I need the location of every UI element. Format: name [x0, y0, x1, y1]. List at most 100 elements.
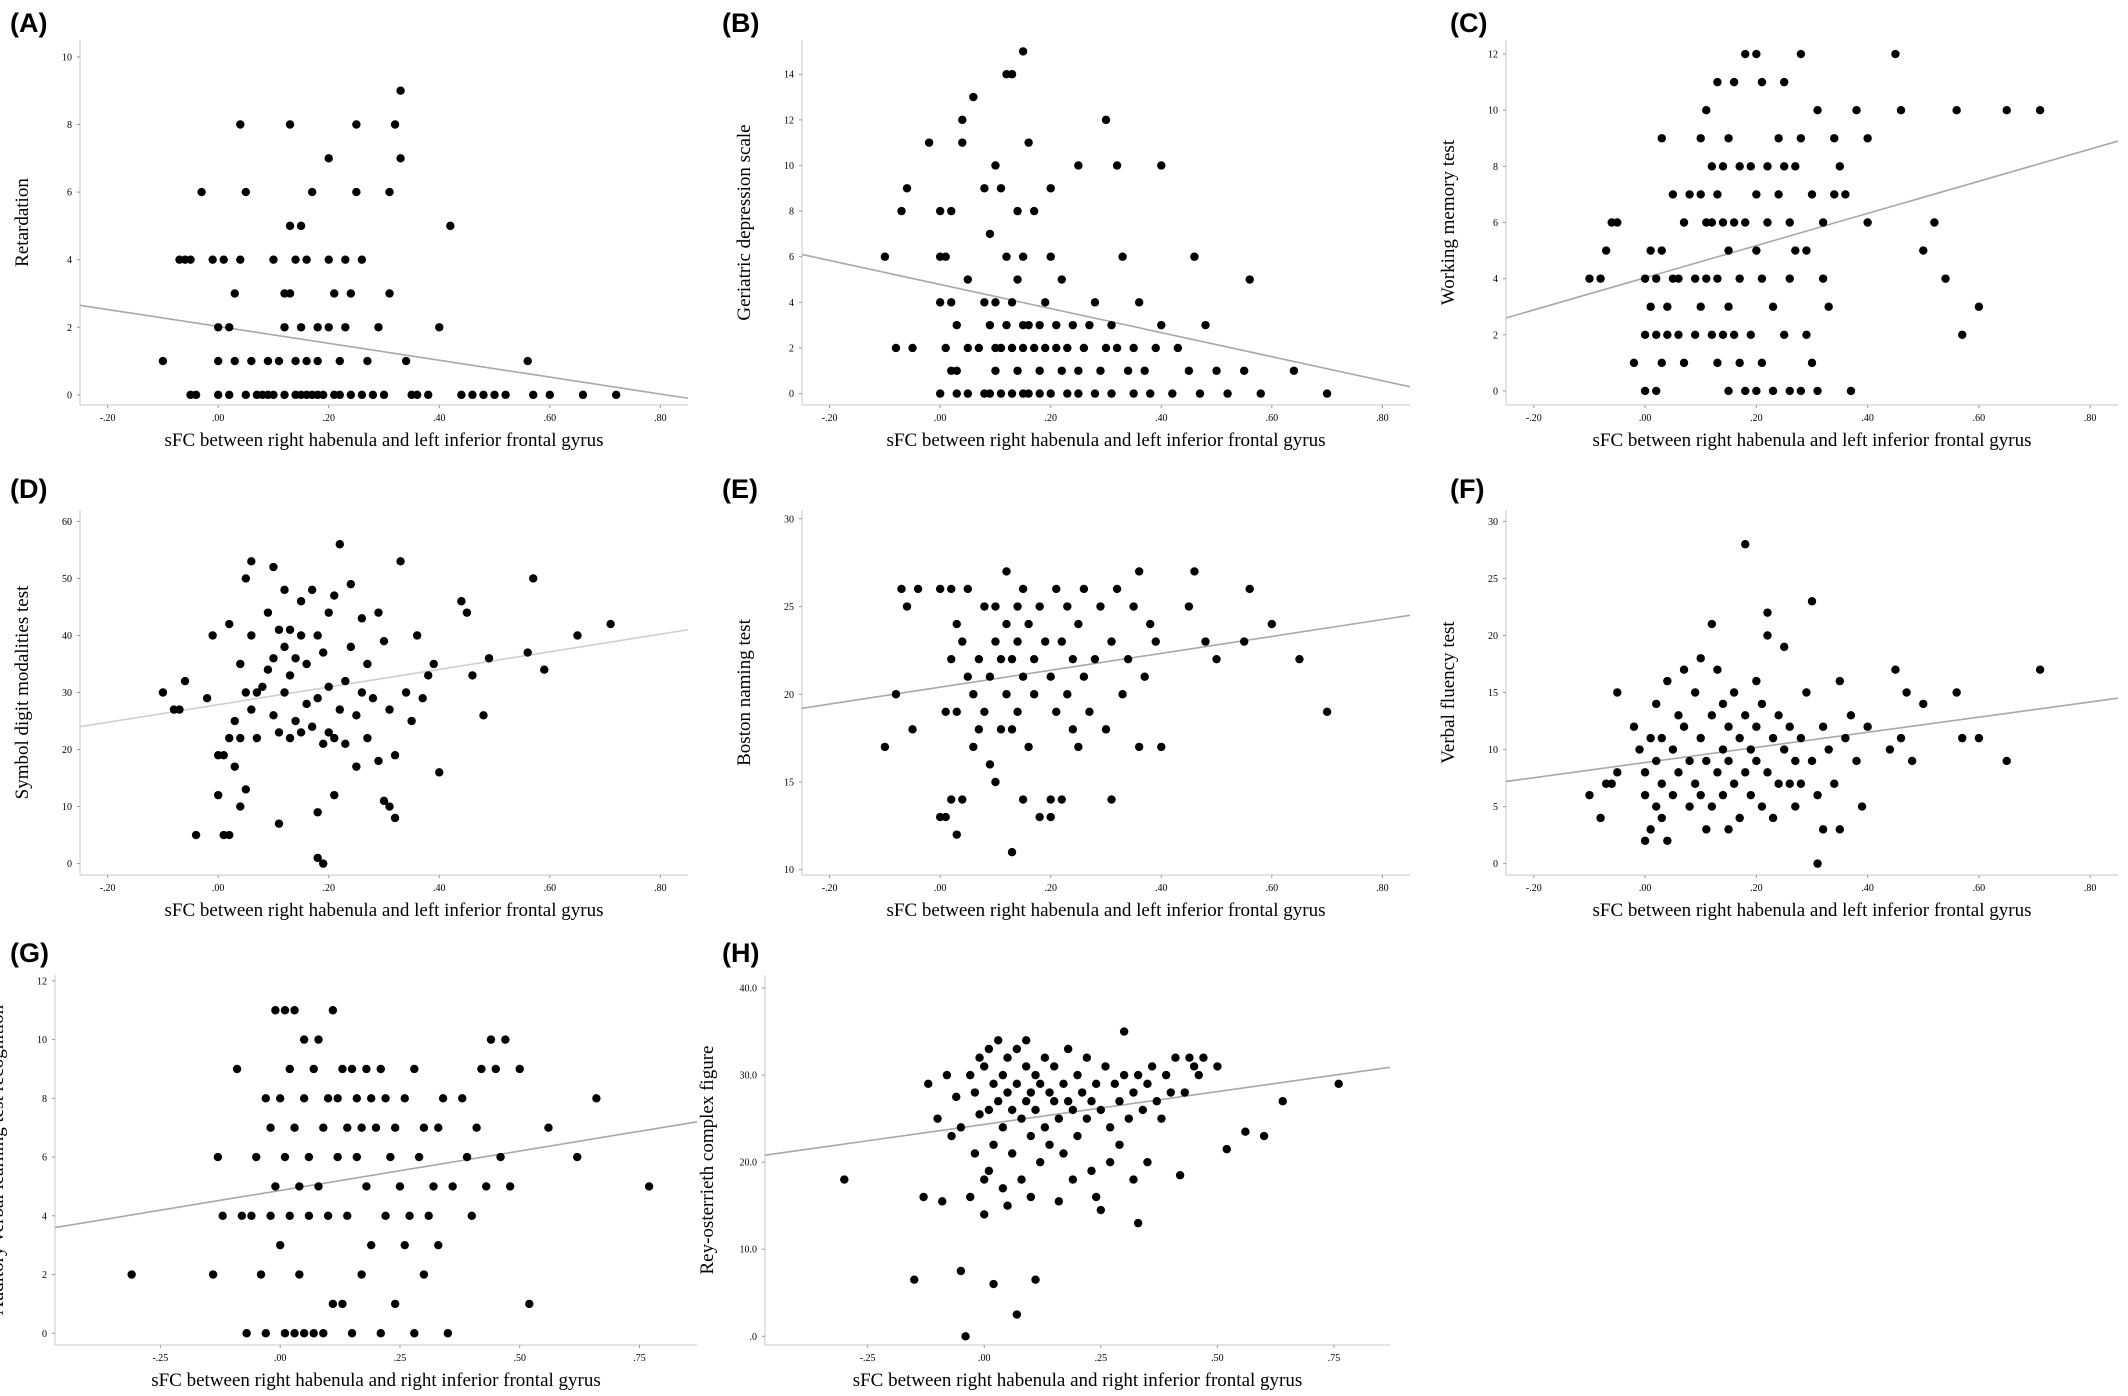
y-tick-label: 20 [62, 745, 72, 756]
data-point [1041, 343, 1050, 353]
data-point [314, 1182, 323, 1191]
data-point [880, 742, 890, 752]
data-point [1184, 602, 1194, 611]
data-point [1657, 246, 1666, 255]
fit-line [801, 614, 1411, 710]
y-axis-label: Rey-osterrieth complex figure [697, 1046, 718, 1275]
data-point [1657, 134, 1666, 143]
data-point [1322, 389, 1332, 398]
data-point [1035, 602, 1044, 611]
x-tick-label: -.20 [1526, 883, 1542, 894]
data-point [457, 597, 466, 606]
y-tick-label: 10 [62, 802, 72, 813]
data-point [1707, 330, 1717, 340]
data-point [1278, 1097, 1287, 1106]
data-point [1724, 246, 1733, 255]
data-point [1045, 1088, 1054, 1097]
data-point [333, 1152, 342, 1162]
data-point [202, 694, 212, 703]
data-point [405, 1211, 414, 1220]
x-tick-label: .40 [433, 413, 446, 424]
data-point [1068, 654, 1078, 664]
data-point [313, 323, 322, 332]
data-point [980, 184, 989, 193]
data-point [958, 138, 967, 147]
data-point [429, 1182, 438, 1191]
data-point [1713, 358, 1722, 368]
data-point [1718, 218, 1728, 227]
panel-6: (F) 0 5 10 15 20 25 30 -.20 .00 .20 .40 .60 .80 sFC be… [1438, 474, 2119, 921]
data-point [958, 637, 967, 646]
data-point [1289, 366, 1299, 375]
data-point [1110, 1079, 1120, 1089]
data-point [1195, 389, 1205, 398]
x-tick-label: .20 [322, 413, 335, 424]
data-point [319, 390, 328, 400]
data-point [280, 1006, 290, 1015]
y-tick-label: 4 [42, 1211, 47, 1222]
data-point [961, 1332, 970, 1341]
data-point [1813, 859, 1822, 868]
data-point [314, 1035, 323, 1044]
data-point [1017, 1175, 1026, 1184]
data-point [975, 1110, 984, 1119]
data-point [501, 390, 510, 400]
data-point [891, 343, 901, 353]
data-point [523, 356, 532, 366]
data-point [1830, 779, 1839, 788]
data-point [1074, 619, 1083, 629]
data-point [1068, 725, 1078, 734]
data-point [232, 1064, 242, 1074]
x-tick-label: -.20 [822, 413, 838, 424]
data-point [1741, 768, 1750, 777]
y-tick-label: 10 [1488, 106, 1498, 117]
data-point [191, 390, 201, 400]
data-point [1090, 389, 1100, 398]
data-point [1031, 1105, 1040, 1115]
data-point [468, 671, 477, 680]
data-point [1012, 1310, 1022, 1319]
data-point [271, 1006, 280, 1015]
data-point [1063, 1044, 1073, 1054]
data-point [1119, 1027, 1129, 1036]
data-point [933, 1114, 942, 1123]
data-point [1863, 722, 1872, 731]
data-point [1707, 162, 1717, 171]
data-point [1161, 1070, 1171, 1080]
panel-8: (H) .0 10.0 20.0 30.0 40.0 -.25 .00 .25 .50 .75 sFC… [697, 938, 1391, 1391]
data-point [341, 739, 350, 749]
data-point [299, 1329, 309, 1338]
data-point [1295, 654, 1304, 664]
y-tick-label: 40.0 [740, 984, 758, 995]
data-point [1007, 389, 1017, 398]
data-point [996, 343, 1006, 353]
data-point [1024, 320, 1033, 330]
y-tick-label: 50 [62, 574, 72, 585]
data-point [1863, 134, 1872, 143]
data-point [1818, 218, 1828, 227]
data-point [1807, 358, 1817, 368]
data-point [1718, 330, 1728, 340]
data-point [252, 688, 262, 697]
y-tick-label: 12 [37, 976, 47, 987]
y-tick-label: 0 [1493, 386, 1498, 397]
data-point [1129, 1175, 1138, 1184]
data-point [1724, 756, 1733, 766]
data-point [1919, 699, 1928, 709]
data-point [1079, 672, 1089, 681]
data-point [1796, 134, 1806, 143]
data-point [269, 255, 278, 264]
y-tick-label: 4 [1493, 274, 1498, 285]
data-point [1138, 1105, 1147, 1115]
fit-line [1505, 140, 2119, 319]
data-point [998, 1123, 1008, 1132]
data-point [1063, 389, 1072, 398]
data-point [448, 1182, 457, 1191]
data-point [994, 1097, 1003, 1106]
data-point [1713, 190, 1722, 199]
data-point [1057, 366, 1066, 375]
data-point [1096, 602, 1105, 611]
x-tick-label: .50 [513, 1353, 526, 1364]
data-point [1807, 597, 1817, 606]
